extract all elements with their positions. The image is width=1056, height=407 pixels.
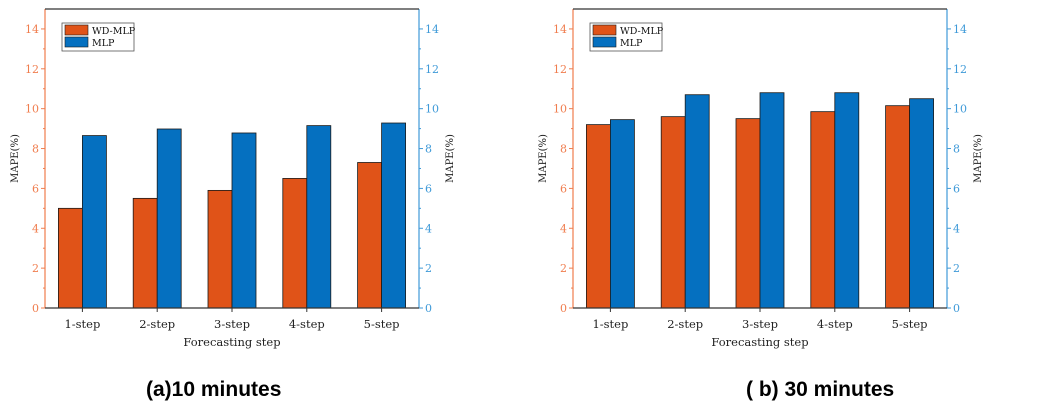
left-tick-label: 0 xyxy=(560,302,567,315)
bar-mlp-5-step xyxy=(381,122,407,309)
right-tick-label: 12 xyxy=(425,63,439,76)
left-tick-label: 4 xyxy=(32,222,39,235)
bar-wd-mlp-2-step xyxy=(660,116,686,309)
right-tick-label: 14 xyxy=(953,23,967,36)
caption-b: ( b) 30 minutes xyxy=(746,378,895,401)
x-tick-label-2-step: 2-step xyxy=(139,317,175,331)
bar-mlp-5-step xyxy=(909,98,935,309)
right-tick-label: 2 xyxy=(425,262,432,275)
x-tick-label-1-step: 1-step xyxy=(592,317,628,331)
right-tick-label: 14 xyxy=(425,23,439,36)
x-tick-label-5-step: 5-step xyxy=(892,317,928,331)
left-y-axis-title: MAPE(%) xyxy=(10,134,21,183)
x-tick-label-1-step: 1-step xyxy=(64,317,100,331)
x-tick-label-5-step: 5-step xyxy=(364,317,400,331)
caption-a: (a)10 minutes xyxy=(146,378,282,401)
bar-wd-mlp-5-step xyxy=(357,162,383,309)
left-tick-label: 12 xyxy=(553,63,567,76)
legend-swatch-mlp xyxy=(64,36,89,48)
bar-wd-mlp-1-step xyxy=(58,207,83,309)
x-tick-label-3-step: 3-step xyxy=(214,317,250,331)
right-tick-label: 0 xyxy=(425,302,432,315)
x-axis-title: Forecasting step xyxy=(183,335,280,349)
legend-label-wd-mlp: WD-MLP xyxy=(620,26,664,37)
right-y-axis-title: MAPE(%) xyxy=(973,134,984,183)
left-tick-label: 8 xyxy=(560,143,567,156)
bar-mlp-3-step xyxy=(759,92,785,309)
chart-panel-a: 0 0 2 2 4 4 6 6 8 8 10 10 12 12 14 14 1-step 2-step 3-step… xyxy=(10,8,456,349)
x-tick-label-2-step: 2-step xyxy=(667,317,703,331)
legend-swatch-mlp xyxy=(592,36,617,48)
right-tick-label: 8 xyxy=(425,143,432,156)
bar-wd-mlp-4-step xyxy=(282,178,308,309)
left-tick-label: 6 xyxy=(32,182,39,195)
bar-wd-mlp-4-step xyxy=(810,111,836,309)
left-tick-label: 8 xyxy=(32,143,39,156)
legend-label-mlp: MLP xyxy=(620,38,643,49)
bar-mlp-2-step xyxy=(684,94,710,309)
chart-panel-b: 0 0 2 2 4 4 6 6 8 8 10 10 12 12 14 14 1-step 2-step 3-step… xyxy=(528,0,1056,407)
x-tick-label-4-step: 4-step xyxy=(289,317,325,331)
left-tick-label: 2 xyxy=(560,262,567,275)
x-axis-title: Forecasting step xyxy=(711,335,808,349)
left-tick-label: 10 xyxy=(25,103,39,116)
legend-swatch-wd-mlp xyxy=(64,24,89,36)
right-tick-label: 6 xyxy=(953,182,960,195)
bar-mlp-3-step xyxy=(231,132,257,309)
right-tick-label: 2 xyxy=(953,262,960,275)
chart-b: 0 0 2 2 4 4 6 6 8 8 10 10 12 12 14 14 1-step 2-step 3-step… xyxy=(538,8,984,349)
left-tick-label: 12 xyxy=(25,63,39,76)
x-tick-label-3-step: 3-step xyxy=(742,317,778,331)
bar-wd-mlp-1-step xyxy=(586,124,611,309)
bar-wd-mlp-3-step xyxy=(207,189,233,309)
left-tick-label: 10 xyxy=(553,103,567,116)
legend-swatch-wd-mlp xyxy=(592,24,617,36)
right-y-axis-title: MAPE(%) xyxy=(445,134,456,183)
bar-wd-mlp-5-step xyxy=(885,105,911,309)
right-tick-label: 10 xyxy=(953,103,967,116)
bar-mlp-1-step xyxy=(82,135,107,309)
left-tick-label: 4 xyxy=(560,222,567,235)
right-tick-label: 8 xyxy=(953,143,960,156)
legend-label-mlp: MLP xyxy=(92,38,115,49)
x-tick-label-4-step: 4-step xyxy=(817,317,853,331)
right-tick-label: 0 xyxy=(953,302,960,315)
chart-a: 0 0 2 2 4 4 6 6 8 8 10 10 12 12 14 14 1-step 2-step 3-step… xyxy=(10,8,456,349)
left-tick-label: 14 xyxy=(25,23,39,36)
bar-mlp-4-step xyxy=(834,92,860,309)
bar-wd-mlp-2-step xyxy=(132,197,158,309)
right-tick-label: 10 xyxy=(425,103,439,116)
right-tick-label: 6 xyxy=(425,182,432,195)
right-tick-label: 12 xyxy=(953,63,967,76)
right-tick-label: 4 xyxy=(425,222,432,235)
bar-mlp-1-step xyxy=(610,119,635,309)
bar-mlp-2-step xyxy=(156,128,182,309)
left-tick-label: 2 xyxy=(32,262,39,275)
bar-wd-mlp-3-step xyxy=(735,118,761,309)
left-tick-label: 14 xyxy=(553,23,567,36)
left-y-axis-title: MAPE(%) xyxy=(538,134,549,183)
right-tick-label: 4 xyxy=(953,222,960,235)
left-tick-label: 0 xyxy=(32,302,39,315)
left-tick-label: 6 xyxy=(560,182,567,195)
bar-mlp-4-step xyxy=(306,125,332,309)
legend-label-wd-mlp: WD-MLP xyxy=(92,26,136,37)
